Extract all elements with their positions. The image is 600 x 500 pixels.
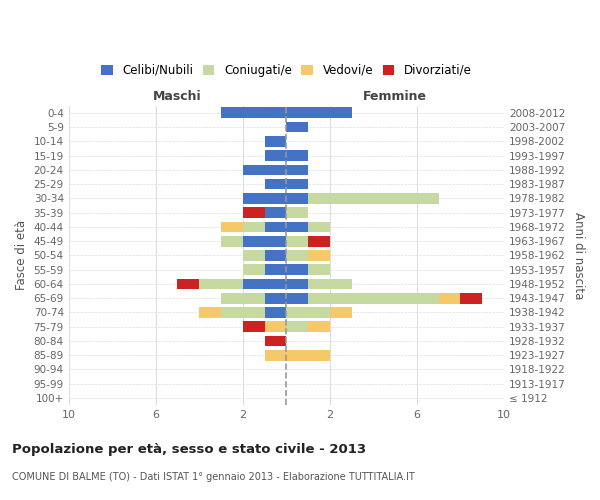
Bar xyxy=(286,122,308,132)
Legend: Celibi/Nubili, Coniugati/e, Vedovi/e, Divorziati/e: Celibi/Nubili, Coniugati/e, Vedovi/e, Di… xyxy=(101,64,472,76)
Bar xyxy=(265,350,286,360)
Bar xyxy=(243,278,286,289)
Bar xyxy=(308,193,439,203)
Bar xyxy=(265,336,286,346)
Text: Femmine: Femmine xyxy=(363,90,427,103)
Bar xyxy=(330,307,352,318)
Bar xyxy=(286,236,308,246)
Bar xyxy=(286,264,308,275)
Bar xyxy=(265,250,286,261)
Bar xyxy=(265,293,286,304)
Bar xyxy=(286,150,308,161)
Bar xyxy=(286,307,330,318)
Bar xyxy=(265,179,286,190)
Bar xyxy=(221,222,243,232)
Bar xyxy=(243,222,265,232)
Bar xyxy=(221,108,286,118)
Bar xyxy=(243,322,265,332)
Bar xyxy=(286,222,308,232)
Text: Popolazione per età, sesso e stato civile - 2013: Popolazione per età, sesso e stato civil… xyxy=(12,442,366,456)
Bar xyxy=(178,278,199,289)
Bar xyxy=(243,264,265,275)
Bar xyxy=(286,179,308,190)
Bar xyxy=(221,293,265,304)
Bar xyxy=(308,222,330,232)
Bar xyxy=(286,164,308,175)
Bar xyxy=(286,250,308,261)
Bar xyxy=(199,307,221,318)
Bar xyxy=(243,236,286,246)
Text: COMUNE DI BALME (TO) - Dati ISTAT 1° gennaio 2013 - Elaborazione TUTTITALIA.IT: COMUNE DI BALME (TO) - Dati ISTAT 1° gen… xyxy=(12,472,415,482)
Bar xyxy=(308,322,330,332)
Bar xyxy=(265,136,286,146)
Bar xyxy=(286,193,308,203)
Bar xyxy=(308,250,330,261)
Bar xyxy=(265,150,286,161)
Bar xyxy=(265,322,286,332)
Bar xyxy=(308,293,439,304)
Bar xyxy=(286,322,308,332)
Bar xyxy=(243,250,265,261)
Bar xyxy=(243,208,265,218)
Bar xyxy=(265,208,286,218)
Bar xyxy=(265,222,286,232)
Bar xyxy=(221,236,243,246)
Y-axis label: Fasce di età: Fasce di età xyxy=(15,220,28,290)
Bar xyxy=(199,278,243,289)
Y-axis label: Anni di nascita: Anni di nascita xyxy=(572,212,585,299)
Bar xyxy=(439,293,460,304)
Bar xyxy=(308,278,352,289)
Bar xyxy=(460,293,482,304)
Bar xyxy=(308,236,330,246)
Bar xyxy=(265,264,286,275)
Bar xyxy=(286,278,308,289)
Bar xyxy=(286,293,308,304)
Bar xyxy=(308,264,330,275)
Bar xyxy=(221,307,265,318)
Bar xyxy=(286,108,352,118)
Bar xyxy=(286,350,330,360)
Bar xyxy=(243,193,286,203)
Text: Maschi: Maschi xyxy=(153,90,202,103)
Bar xyxy=(286,208,308,218)
Bar xyxy=(243,164,286,175)
Bar xyxy=(265,307,286,318)
